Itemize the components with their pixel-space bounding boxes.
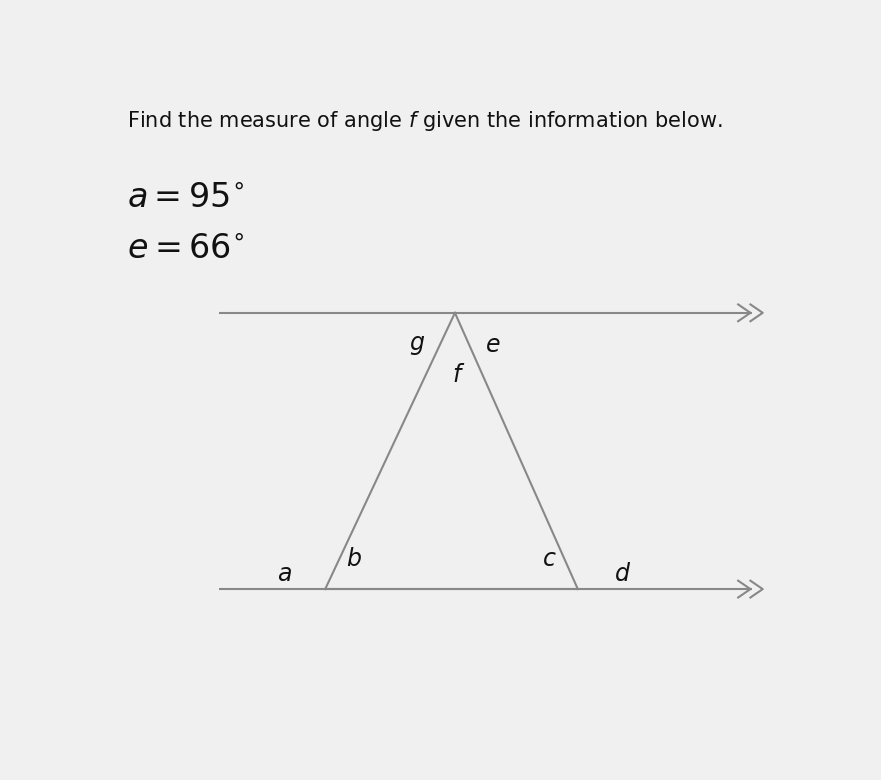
Text: $e$: $e$	[485, 335, 500, 357]
Text: $g$: $g$	[410, 335, 426, 357]
Text: Find the measure of angle $f$ given the information below.: Find the measure of angle $f$ given the …	[127, 108, 723, 133]
Text: $a = 95^{\circ}$: $a = 95^{\circ}$	[127, 181, 244, 214]
Text: $a$: $a$	[277, 562, 292, 586]
Text: $f$: $f$	[452, 364, 465, 388]
Text: $e = 66^{\circ}$: $e = 66^{\circ}$	[127, 232, 244, 264]
Text: $b$: $b$	[346, 548, 362, 570]
Text: $c$: $c$	[542, 548, 557, 570]
Text: $d$: $d$	[614, 562, 631, 586]
